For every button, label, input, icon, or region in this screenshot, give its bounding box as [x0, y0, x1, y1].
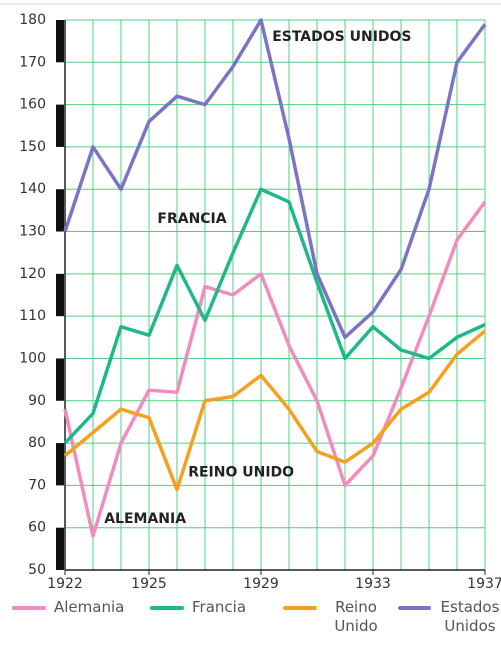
- annotation: FRANCIA: [157, 211, 226, 227]
- y-tick-label: 150: [19, 139, 46, 155]
- y-tick-label: 110: [19, 308, 46, 324]
- y-tick-label: 130: [19, 224, 46, 240]
- legend: Alemania Francia Reino Unido Estados Unidos: [0, 598, 501, 650]
- y-tick-label: 50: [28, 562, 46, 578]
- legend-label: Francia: [192, 598, 247, 616]
- axis-band: [56, 189, 64, 232]
- y-tick-label: 180: [19, 12, 46, 28]
- legend-swatch: [150, 606, 184, 610]
- series-line: [63, 18, 487, 340]
- series-line: [63, 200, 487, 538]
- series-line: [63, 187, 486, 445]
- y-tick-label: 100: [19, 350, 46, 366]
- legend-label: Alemania: [54, 598, 125, 616]
- x-tick-label: 1922: [47, 576, 83, 592]
- legend-item: Estados Unidos: [398, 598, 501, 636]
- y-tick-label: 90: [28, 393, 46, 409]
- legend-swatch: [12, 606, 46, 610]
- y-tick-label: 70: [28, 477, 46, 493]
- annotation: ALEMANIA: [104, 511, 186, 527]
- y-tick-label: 80: [28, 435, 46, 451]
- y-tick-label: 140: [19, 181, 46, 197]
- legend-swatch: [398, 606, 431, 610]
- series-line: [63, 329, 487, 492]
- x-tick-label: 1937: [467, 576, 501, 592]
- y-tick-label: 120: [19, 266, 46, 282]
- legend-label: Estados Unidos: [440, 598, 500, 635]
- axis-band: [56, 527, 64, 570]
- axis-band: [56, 20, 64, 63]
- axis-band: [56, 443, 64, 486]
- x-tick-label: 1925: [131, 576, 167, 592]
- annotation: REINO UNIDO: [188, 465, 294, 481]
- x-tick-label: 1929: [243, 576, 279, 592]
- y-tick-label: 60: [28, 520, 46, 536]
- chart: 50 60 70 80 90 100 110 120 130 140 150 160 170 180 192…: [0, 3, 501, 592]
- legend-item: Alemania: [12, 598, 124, 617]
- legend-label: Reino Unido: [334, 598, 378, 635]
- legend-item: Francia: [150, 598, 246, 617]
- x-tick-label: 1933: [355, 576, 391, 592]
- axis-band: [56, 273, 64, 317]
- legend-swatch: [283, 606, 317, 610]
- y-tick-label: 170: [19, 54, 46, 70]
- y-tick-label: 160: [19, 97, 46, 113]
- annotation: ESTADOS UNIDOS: [272, 29, 411, 45]
- axis-band: [56, 358, 64, 401]
- legend-item: Reino Unido: [283, 598, 387, 636]
- axis-band: [56, 104, 64, 147]
